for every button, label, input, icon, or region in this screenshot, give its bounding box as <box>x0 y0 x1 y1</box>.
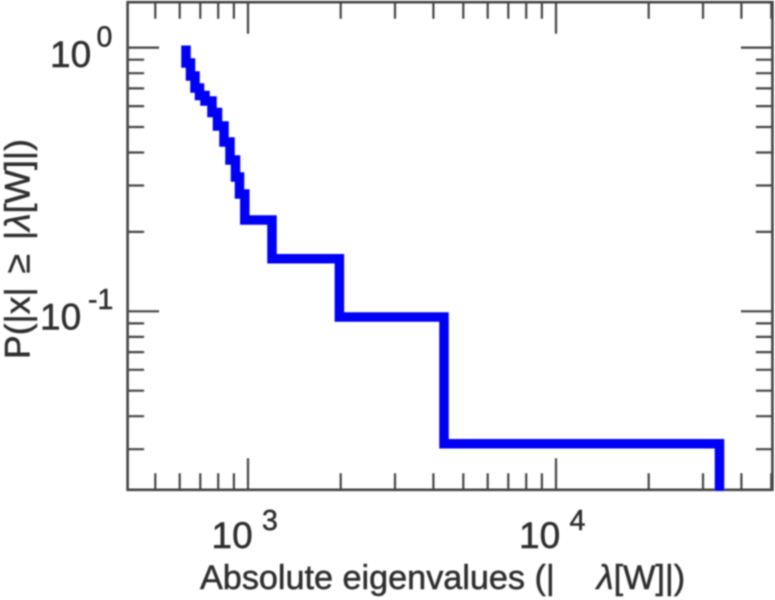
svg-text:3: 3 <box>262 505 278 537</box>
svg-text:10: 10 <box>519 515 560 556</box>
svg-text:-1: -1 <box>88 284 113 316</box>
svg-text:10: 10 <box>50 34 91 75</box>
svg-text:10: 10 <box>212 515 253 556</box>
svg-text:10: 10 <box>40 297 81 338</box>
svg-text:Absolute eigenvalues (|λ[W]|): Absolute eigenvalues (| λ[W]|) <box>200 559 685 597</box>
svg-text:P(|x| ≥ |λ[W]|): P(|x| ≥ |λ[W]|) <box>0 139 38 359</box>
svg-text:0: 0 <box>97 22 113 54</box>
svg-text:4: 4 <box>570 505 586 537</box>
